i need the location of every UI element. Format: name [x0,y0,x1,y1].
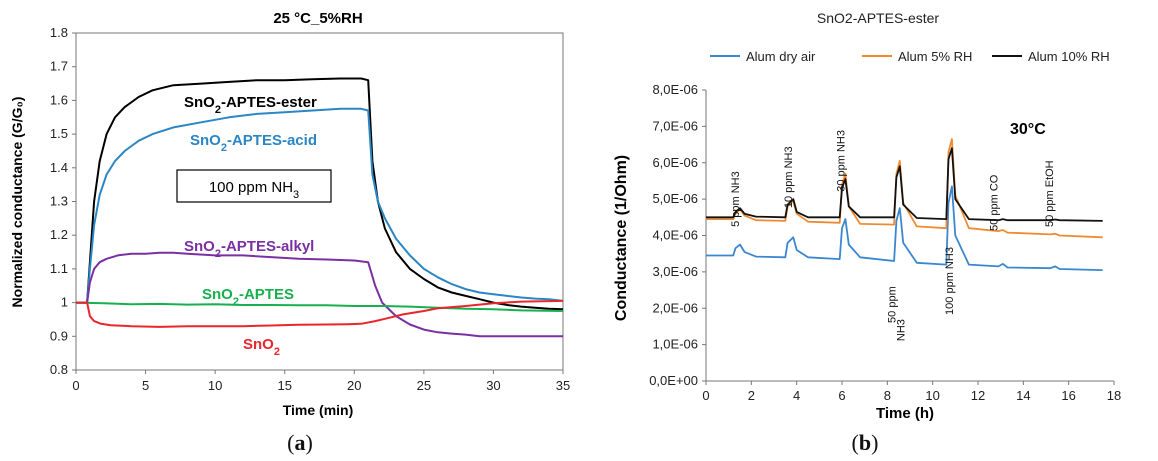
panel-b-x-tick-label: 4 [793,388,800,403]
panel-b-annotations: 5 ppm NH3 10 ppm NH3 30 ppm NH3 50 ppm CO 50… [730,130,1056,341]
panel-b-annotation-5: 50 ppm [886,286,898,323]
panel-b-x-tick-label: 6 [838,388,845,403]
series-label-ester: SnO2-APTES-ester [184,94,317,116]
panel-a-annotation: 100 ppm NH3 [209,179,299,201]
panel-b-x-tick-label: 0 [702,388,709,403]
panel-b-annotation-7: 100 ppm NH3 [944,247,956,315]
panel-a-x-tick-label: 15 [277,378,291,393]
panel-a-x-tick-label: 10 [208,378,222,393]
panel-b-annotation-4: 50 ppm EtOH [1044,160,1056,227]
panel-b-x-tick-label: 18 [1107,388,1121,403]
panel-a-y-tick-label: 1.6 [50,92,68,107]
panel-b-annotation-3: 50 ppm CO [988,174,1000,231]
panel-a-y-tick-label: 1.7 [50,59,68,74]
panel-a-y-tick-label: 0.8 [50,362,68,377]
panel-b-title: SnO2-APTES-ester [817,10,939,26]
panel-b-annotation-1: 10 ppm NH3 [783,146,795,208]
panel-b-y-ticks: 0,0E+00 1,0E-06 2,0E-06 3,0E-06 4,0E-06 5,0E-… [649,82,706,388]
series-label-alkyl: SnO2-APTES-alkyl [184,238,314,260]
panel-a-y-tick-label: 1.5 [50,126,68,141]
panel-b-chart: SnO2-APTES-ester Alum dry air Alum 5% RH… [613,10,1121,455]
panel-b-y-tick-label: 1,0E-06 [652,337,698,352]
panel-b-series-line-2 [706,147,1103,222]
panel-b-x-tick-label: 14 [1016,388,1030,403]
panel-b-x-tick-label: 2 [748,388,755,403]
panel-a-y-tick-label: 1.4 [50,160,68,175]
panel-a-x-tick-label: 30 [486,378,500,393]
panel-a-y-axis-label: Normalized conductance (G/G₀) [9,97,25,308]
panel-b-legend: Alum dry air Alum 5% RH Alum 10% RH [710,49,1110,64]
panel-a-y-tick-label: 0.9 [50,328,68,343]
panel-b-y-tick-label: 7,0E-06 [652,118,698,133]
legend-label-5rh: Alum 5% RH [898,49,972,64]
panel-a-x-tick-label: 20 [347,378,361,393]
panel-b-y-tick-label: 6,0E-06 [652,155,698,170]
panel-b-x-ticks: 0 2 4 6 8 10 12 14 16 18 [702,381,1121,403]
panel-a-x-ticks: 0 5 10 15 20 25 30 35 [72,370,570,393]
panel-b-temperature-label: 30°C [1010,121,1046,138]
panel-a-x-tick-label: 35 [556,378,570,393]
panel-a-series-line-0 [76,77,564,311]
series-label-aptes: SnO2-APTES [202,286,294,308]
panel-a-series-lines [75,77,564,338]
series-label-acid: SnO2-APTES-acid [190,132,317,154]
panel-a-y-tick-label: 1 [61,295,68,310]
panel-b-x-tick-label: 16 [1061,388,1075,403]
series-label-sno2: SnO2 [243,336,280,358]
legend-label-dry-air: Alum dry air [746,49,816,64]
panel-b-annotation-6: NH3 [895,319,907,341]
panel-a-y-tick-label: 1.3 [50,194,68,209]
panel-a-caption: (a) [287,430,313,455]
panel-b-x-axis-label: Time (h) [876,405,934,422]
panel-a-x-tick-label: 5 [142,378,149,393]
panel-a-y-tick-label: 1.2 [50,227,68,242]
panel-a-y-tick-label: 1.8 [50,25,68,40]
panel-a-x-tick-label: 25 [417,378,431,393]
panel-a-y-tick-label: 1.1 [50,261,68,276]
panel-a-annotation-box [176,169,332,203]
panel-a-y-ticks: 0.8 0.9 1 1.1 1.2 1.3 1.4 1.5 1.6 1.7 1.8 [50,25,76,377]
panel-a-x-axis-label: Time (min) [283,402,354,418]
legend-label-10rh: Alum 10% RH [1028,49,1110,64]
panel-b-y-tick-label: 3,0E-06 [652,264,698,279]
panel-a-series-line-2 [76,251,563,338]
panel-a-series-line-3 [75,301,564,312]
panel-b-series-lines [706,138,1103,271]
panel-a-x-tick-label: 0 [72,378,79,393]
panel-b-y-axis-label: Conductance (1/Ohm) [613,155,630,321]
panel-a-chart: 25 °C_5%RH 0.8 0.9 1 1.1 1.2 1.3 1.4 1.5 1.6 1.7 1… [9,10,570,455]
panel-b-x-tick-label: 8 [884,388,891,403]
panel-b-y-tick-label: 5,0E-06 [652,191,698,206]
panel-a-series-line-4 [76,299,564,328]
panel-b-y-tick-label: 4,0E-06 [652,228,698,243]
panel-b-y-tick-label: 8,0E-06 [652,82,698,97]
panel-b-annotation-0: 5 ppm NH3 [730,171,742,227]
panel-b-y-tick-label: 0,0E+00 [649,373,698,388]
panel-b-x-tick-label: 12 [971,388,985,403]
panel-b-y-tick-label: 2,0E-06 [652,300,698,315]
panel-b-x-tick-label: 10 [925,388,939,403]
panel-a-series-line-1 [76,107,564,304]
panel-b-series-line-0 [706,185,1103,271]
panel-b-annotation-2: 30 ppm NH3 [835,130,847,192]
panel-b-caption: (b) [852,430,879,455]
panel-a-title: 25 °C_5%RH [273,10,362,27]
panel-b-series-line-1 [706,138,1103,239]
